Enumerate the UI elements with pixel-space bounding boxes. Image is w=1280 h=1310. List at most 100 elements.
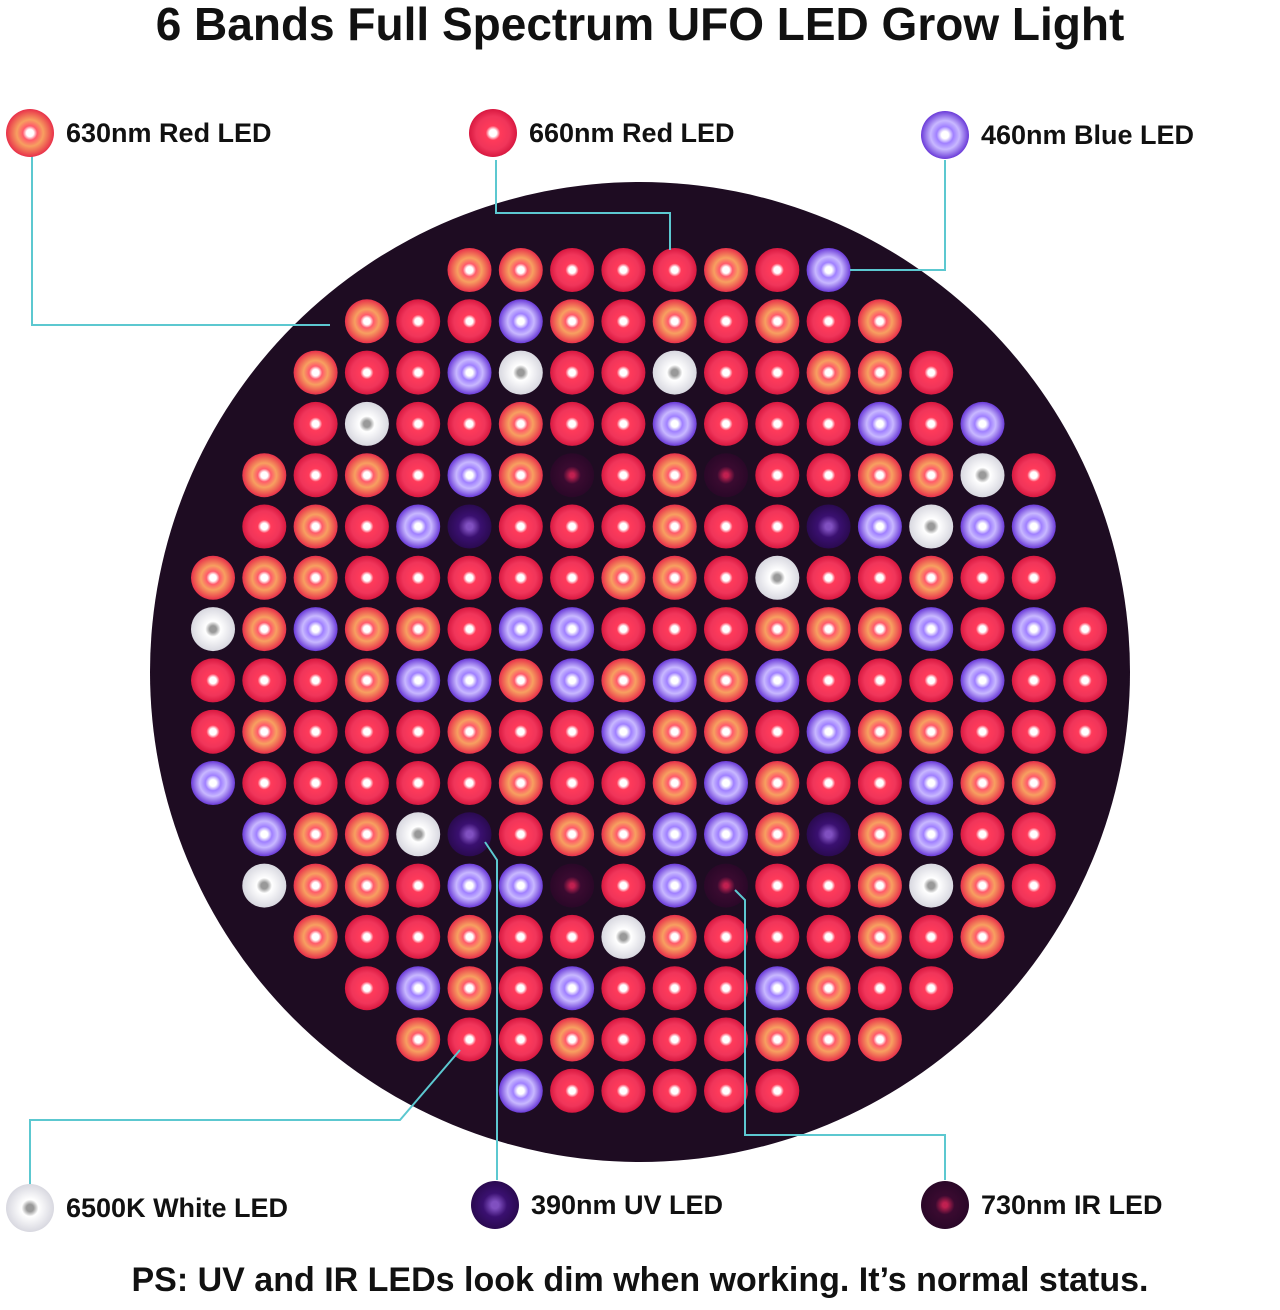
led [806,709,851,754]
led [344,299,389,344]
led [755,401,800,446]
led [396,453,441,498]
led [806,607,851,652]
led [498,914,543,959]
led [344,761,389,805]
led [293,812,338,857]
title: 6 Bands Full Spectrum UFO LED Grow Light [156,0,1125,50]
led [704,914,748,959]
led [909,607,954,652]
led [6,1184,54,1232]
led [447,453,492,498]
led [652,914,697,959]
led [704,299,748,344]
led [857,453,902,498]
led [550,453,595,498]
led [447,761,492,805]
led [498,761,543,805]
led [344,863,389,908]
led [704,248,748,292]
led [471,1181,519,1229]
led [652,966,697,1011]
led [704,863,748,908]
led [498,299,543,344]
led [498,504,543,549]
led [447,914,492,959]
led [755,248,800,292]
led [704,555,748,600]
led [293,453,338,498]
led [960,555,1005,600]
led [755,914,800,959]
led [857,401,902,446]
led [550,812,595,857]
led [806,453,851,498]
led [469,109,517,157]
led [396,555,441,600]
led [242,863,287,908]
led [909,658,954,703]
led-label: 460nm Blue LED [981,120,1194,150]
led [550,401,595,446]
led [704,607,748,652]
led [909,812,954,857]
led [498,555,543,600]
led [909,761,954,805]
led [909,504,954,549]
led [293,658,338,703]
led [550,299,595,344]
led [242,607,287,652]
led [857,761,902,805]
led [601,401,646,446]
led [755,1068,800,1113]
led [498,863,543,908]
led [550,658,595,703]
legend: 630nm Red LED 660nm Red LED 460nm Blue LED… [6,109,1194,1232]
led [293,709,338,754]
led [857,555,902,600]
led [447,504,492,549]
led [806,555,851,600]
led [652,1017,697,1062]
led [498,812,543,857]
led [447,658,492,703]
led [293,401,338,446]
led [909,914,954,959]
led [652,555,697,600]
led [498,1017,543,1062]
led [909,350,954,395]
led [652,453,697,498]
led [704,504,748,549]
led [960,658,1005,703]
led [498,248,543,292]
led [293,555,338,600]
led [909,709,954,754]
led [652,761,697,805]
led [447,812,492,857]
led [806,863,851,908]
led [601,350,646,395]
led [550,966,595,1011]
led [960,453,1005,498]
led [191,658,235,703]
led [652,863,697,908]
led [447,709,492,754]
led [344,658,389,703]
led [293,504,338,549]
led [344,453,389,498]
led [755,350,800,395]
led [652,350,697,395]
led [447,555,492,600]
led [857,914,902,959]
led [293,350,338,395]
led [755,555,800,600]
led [755,966,800,1011]
led [857,350,902,395]
led [550,607,595,652]
led [806,299,851,344]
led [652,812,697,857]
led [601,453,646,498]
led [242,453,287,498]
led [704,350,748,395]
led [755,453,800,498]
